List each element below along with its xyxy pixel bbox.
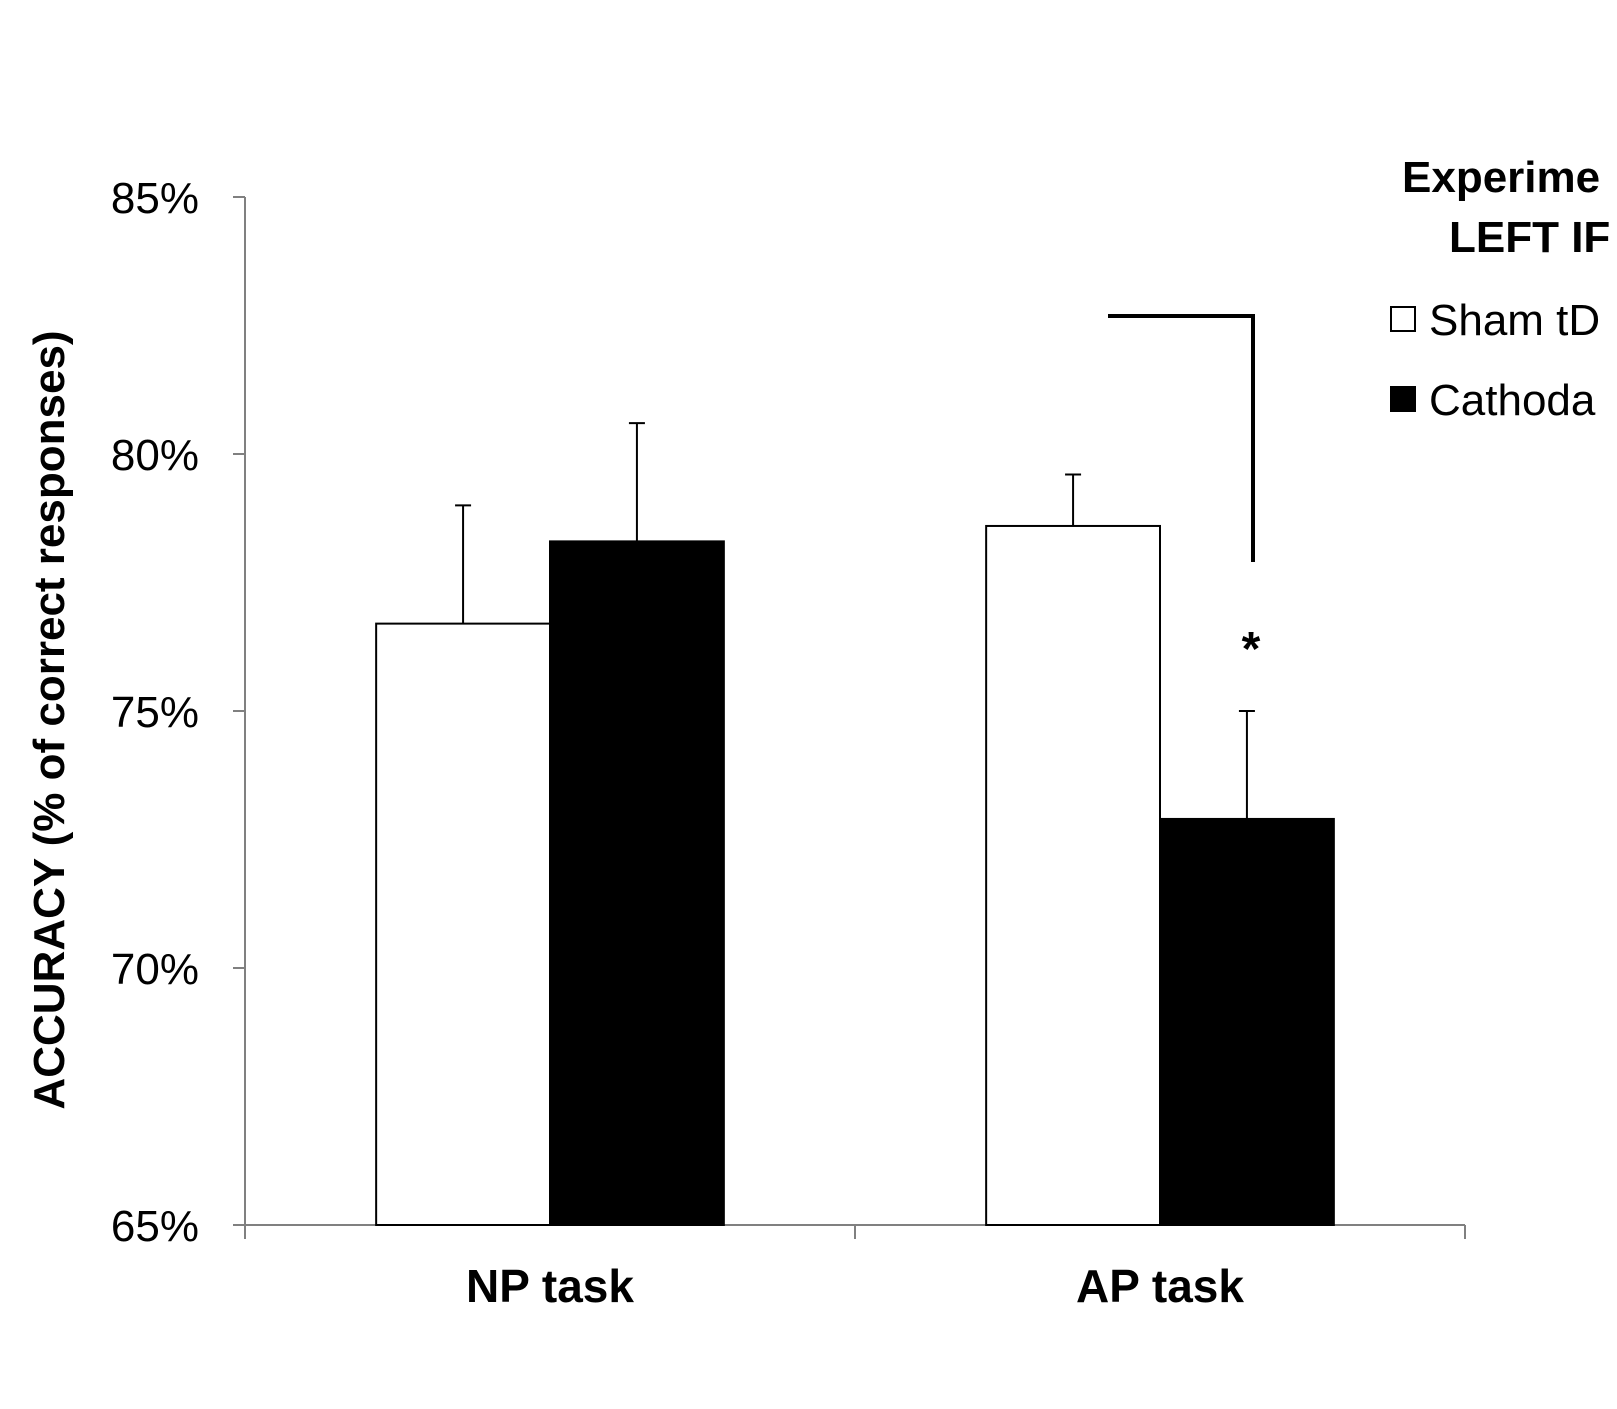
legend-label-cathodal: Cathoda [1429,376,1596,425]
bar [1159,817,1335,1226]
significance-asterisk: * [1242,623,1261,676]
y-tick-label: 75% [111,688,199,737]
category-label: NP task [466,1260,634,1312]
x-ticks [244,1225,1466,1239]
y-tick-label: 70% [111,945,199,994]
bar [375,622,551,1226]
legend-label-sham: Sham tD [1429,296,1600,345]
bars [375,524,1335,1226]
y-axis-title: ACCURACY (% of correct responses) [25,330,74,1109]
bar [549,540,725,1226]
y-ticks: 65% 70% 75% 80% 85% [111,174,245,1251]
legend-title-line-1: Experime [1402,153,1600,202]
y-tick-label: 80% [111,431,199,480]
bar [985,524,1162,1226]
legend: Experime LEFT IF Sham tD Cathoda [1390,153,1610,425]
category-labels: NP task AP task [466,1260,1244,1312]
y-tick-label: 85% [111,174,199,223]
error-bars [455,422,1255,819]
significance-bracket [1108,314,1255,562]
legend-swatch-cathodal [1390,386,1416,412]
legend-title-line-2: LEFT IF [1449,213,1610,262]
category-label: AP task [1076,1260,1244,1312]
legend-swatch-sham [1390,306,1416,332]
y-tick-label: 65% [111,1202,199,1251]
